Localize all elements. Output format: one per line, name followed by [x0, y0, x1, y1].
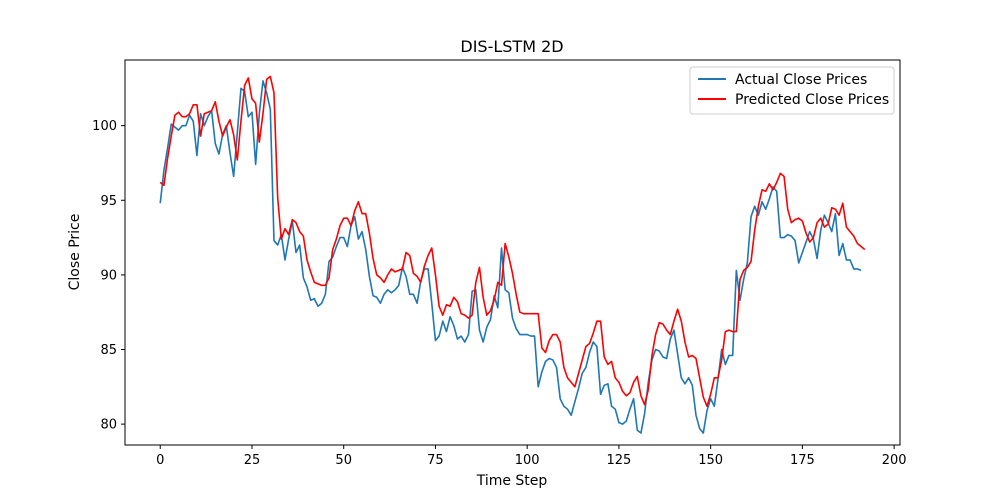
x-axis-label: Time Step: [476, 473, 548, 489]
y-axis-label: Close Price: [67, 214, 83, 291]
series-layer: [159, 75, 866, 434]
y-tick-label: 90: [100, 268, 117, 283]
x-tick-label: 50: [335, 453, 352, 468]
plot-area: [124, 59, 901, 446]
x-tick-label: 150: [698, 453, 723, 468]
x-tick-label: 25: [244, 453, 261, 468]
x-tick-label: 200: [882, 453, 907, 468]
x-tick-label: 0: [156, 453, 164, 468]
x-tick-label: 100: [515, 453, 540, 468]
y-axis: 80 85 90 95 100: [92, 119, 125, 433]
legend: Actual Close Prices Predicted Close Pric…: [689, 66, 895, 115]
legend-label-actual: Actual Close Prices: [735, 72, 867, 88]
y-tick-label: 85: [100, 343, 117, 358]
x-tick-label: 175: [790, 453, 815, 468]
y-tick-label: 100: [92, 119, 117, 134]
x-tick-label: 125: [607, 453, 632, 468]
y-tick-label: 95: [100, 194, 117, 209]
legend-label-predicted: Predicted Close Prices: [735, 92, 889, 108]
y-tick-label: 80: [100, 418, 117, 433]
x-axis: 0 25 50 75 100 125 150 175 200: [156, 445, 907, 468]
legend-box: [689, 66, 895, 115]
series-line-actual: [159, 80, 862, 434]
series-line-predicted: [159, 75, 866, 408]
chart-title: DIS-LSTM 2D: [460, 37, 563, 56]
x-tick-label: 75: [427, 453, 444, 468]
plot-frame: [124, 59, 901, 446]
